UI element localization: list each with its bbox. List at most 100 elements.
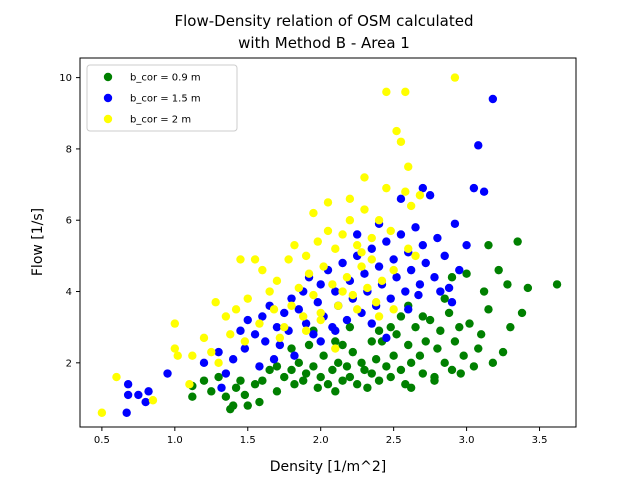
data-point	[236, 255, 245, 264]
data-point	[474, 141, 483, 150]
data-point	[418, 183, 428, 193]
data-point	[459, 351, 468, 360]
data-point	[290, 351, 299, 360]
data-point	[250, 330, 260, 339]
data-point	[316, 372, 325, 382]
data-point	[389, 255, 398, 264]
data-point	[357, 262, 366, 271]
data-point	[170, 344, 180, 353]
data-point	[418, 312, 428, 321]
data-point	[299, 376, 308, 385]
data-point	[503, 280, 512, 289]
chart-title-line-2: with Method B - Area 1	[238, 34, 410, 52]
legend-label: b_cor = 2 m	[130, 115, 191, 126]
data-point	[323, 380, 333, 389]
data-point	[319, 262, 328, 271]
data-point	[396, 365, 406, 375]
data-point	[371, 355, 381, 364]
data-point	[217, 383, 226, 392]
data-point	[374, 216, 384, 225]
data-point	[389, 305, 398, 314]
data-point	[272, 276, 282, 286]
x-tick-label: 1.5	[240, 435, 256, 446]
data-point	[141, 397, 150, 407]
data-point	[363, 283, 372, 293]
data-point	[272, 362, 282, 371]
data-point	[374, 312, 384, 321]
x-tick-label: 3.0	[459, 435, 475, 446]
data-point	[352, 380, 362, 389]
data-point	[386, 226, 395, 236]
legend-marker	[103, 72, 113, 82]
data-point	[506, 322, 515, 332]
data-point	[240, 344, 250, 353]
y-tick-label: 10	[59, 73, 72, 84]
data-point	[342, 362, 352, 371]
data-point	[406, 358, 416, 368]
data-point	[170, 319, 180, 328]
legend-marker	[103, 114, 113, 124]
legend-label: b_cor = 0.9 m	[130, 73, 201, 84]
data-point	[374, 376, 384, 385]
data-point	[331, 337, 340, 346]
data-point	[396, 194, 406, 204]
data-point	[421, 258, 430, 268]
data-point	[469, 183, 479, 193]
data-point	[342, 273, 352, 282]
data-point	[494, 265, 503, 275]
y-axis-title: Flow [1/s]	[30, 208, 46, 276]
data-point	[301, 369, 311, 378]
data-point	[316, 315, 325, 325]
data-point	[401, 87, 410, 97]
data-point	[134, 390, 143, 400]
data-point	[123, 390, 133, 400]
data-point	[299, 312, 308, 321]
data-point	[392, 330, 401, 339]
data-point	[462, 269, 471, 278]
data-point	[275, 340, 285, 350]
data-point	[231, 383, 241, 392]
data-point	[309, 208, 318, 218]
data-point	[374, 262, 384, 271]
data-point	[188, 392, 197, 401]
data-point	[272, 322, 282, 332]
data-point	[243, 294, 252, 303]
data-point	[280, 308, 289, 318]
data-point	[275, 333, 285, 343]
data-point	[484, 305, 493, 314]
data-point	[440, 251, 449, 261]
data-point	[430, 372, 439, 382]
data-point	[328, 365, 337, 375]
data-point	[338, 287, 347, 296]
data-point	[265, 365, 274, 375]
data-point	[258, 376, 267, 385]
data-point	[377, 276, 387, 286]
data-point	[450, 219, 460, 228]
data-point	[338, 340, 347, 350]
data-point	[436, 287, 445, 296]
y-tick-label: 8	[66, 144, 72, 155]
data-point	[331, 326, 340, 335]
data-point	[404, 340, 413, 350]
data-point	[411, 223, 420, 232]
data-point	[188, 351, 197, 360]
data-point	[414, 290, 423, 300]
data-point	[345, 216, 355, 225]
data-point	[258, 265, 267, 275]
data-point	[228, 355, 238, 364]
data-point	[301, 319, 311, 328]
data-point	[404, 162, 413, 171]
data-point	[345, 194, 355, 204]
data-point	[122, 408, 131, 417]
data-point	[342, 315, 352, 325]
data-point	[513, 237, 522, 246]
data-point	[331, 344, 340, 353]
data-point	[214, 347, 223, 357]
data-point	[221, 369, 231, 378]
data-point	[484, 240, 493, 250]
data-point	[444, 283, 454, 293]
data-point	[313, 298, 322, 307]
data-point	[367, 319, 376, 328]
data-point	[250, 380, 260, 389]
